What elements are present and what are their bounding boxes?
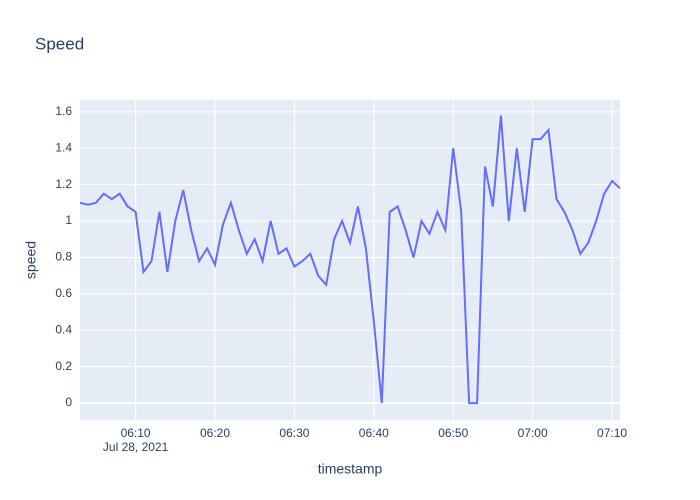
x-tick-label: 07:00	[518, 426, 548, 440]
y-tick-label: 0.4	[55, 322, 72, 336]
x-tick-label: 06:30	[279, 426, 309, 440]
x-tick-label: 06:20	[200, 426, 230, 440]
y-tick-label: 1.2	[55, 177, 72, 191]
y-axis-label: speed	[23, 241, 39, 279]
x-tick-label: 06:50	[438, 426, 468, 440]
y-tick-label: 0.6	[55, 286, 72, 300]
y-tick-label: 1.6	[55, 104, 72, 118]
y-tick-label: 1	[65, 213, 72, 227]
y-tick-label: 1.4	[55, 140, 72, 154]
y-tick-label: 0	[65, 395, 72, 409]
x-date-label: Jul 28, 2021	[103, 440, 169, 454]
x-axis-label: timestamp	[318, 461, 383, 477]
x-tick-label: 06:40	[359, 426, 389, 440]
y-tick-label: 0.8	[55, 250, 72, 264]
chart-title: Speed	[35, 34, 84, 53]
x-tick-label: 07:10	[597, 426, 627, 440]
line	[79, 115, 621, 405]
y-tick-label: 0.2	[55, 359, 72, 373]
x-tick-label: 06:10	[121, 426, 151, 440]
